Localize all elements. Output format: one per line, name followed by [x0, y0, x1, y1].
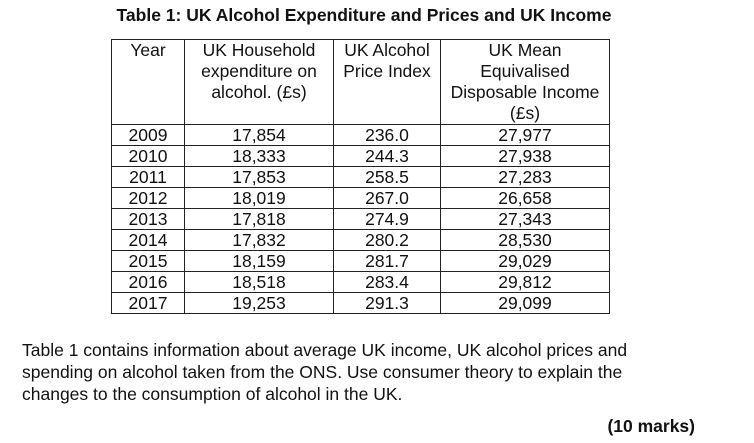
- cell-expenditure: 17,818: [184, 208, 334, 230]
- cell-income: 29,029: [440, 250, 610, 272]
- header-line: Price Index: [343, 61, 431, 81]
- cell-price-index: 283.4: [333, 271, 441, 293]
- marks-label: (10 marks): [607, 416, 695, 436]
- header-line: UK Household: [202, 40, 316, 60]
- cell-year: 2014: [111, 229, 185, 251]
- data-table: Year UK Household expenditure on alcohol…: [111, 39, 610, 314]
- cell-price-index: 258.5: [333, 166, 441, 188]
- question-line: spending on alcohol taken from the ONS. …: [22, 362, 623, 382]
- cell-expenditure: 19,253: [184, 292, 334, 314]
- cell-price-index: 291.3: [333, 292, 441, 314]
- cell-expenditure: 18,333: [184, 145, 334, 167]
- cell-price-index: 236.0: [333, 124, 441, 146]
- table-row: 2017 19,253 291.3 29,099: [111, 292, 610, 314]
- cell-income: 27,283: [440, 166, 610, 188]
- cell-year: 2017: [111, 292, 185, 314]
- cell-expenditure: 18,019: [184, 187, 334, 209]
- header-line: alcohol. (£s): [211, 82, 307, 102]
- cell-income: 28,530: [440, 229, 610, 251]
- header-price-index: UK Alcohol Price Index: [333, 39, 441, 125]
- cell-price-index: 244.3: [333, 145, 441, 167]
- header-disposable-income: UK Mean Equivalised Disposable Income (£…: [440, 39, 610, 125]
- cell-year: 2013: [111, 208, 185, 230]
- table-row: 2011 17,853 258.5 27,283: [111, 166, 610, 188]
- cell-price-index: 274.9: [333, 208, 441, 230]
- table-row: 2009 17,854 236.0 27,977: [111, 124, 610, 146]
- header-household-expenditure: UK Household expenditure on alcohol. (£s…: [184, 39, 334, 125]
- header-line: UK Alcohol: [344, 40, 430, 60]
- cell-price-index: 280.2: [333, 229, 441, 251]
- header-year: Year: [111, 39, 185, 125]
- cell-income: 29,099: [440, 292, 610, 314]
- table-row: 2010 18,333 244.3 27,938: [111, 145, 610, 167]
- table-row: 2016 18,518 283.4 29,812: [111, 271, 610, 293]
- table-row: 2015 18,159 281.7 29,029: [111, 250, 610, 272]
- cell-year: 2009: [111, 124, 185, 146]
- cell-year: 2012: [111, 187, 185, 209]
- header-line: (£s): [509, 103, 541, 123]
- cell-expenditure: 18,518: [184, 271, 334, 293]
- table-row: 2012 18,019 267.0 26,658: [111, 187, 610, 209]
- table-row: 2013 17,818 274.9 27,343: [111, 208, 610, 230]
- cell-expenditure: 17,832: [184, 229, 334, 251]
- question-line: Table 1 contains information about avera…: [22, 340, 628, 360]
- cell-year: 2010: [111, 145, 185, 167]
- table-row: 2014 17,832 280.2 28,530: [111, 229, 610, 251]
- cell-expenditure: 17,853: [184, 166, 334, 188]
- cell-price-index: 281.7: [333, 250, 441, 272]
- header-line: Equivalised: [480, 61, 570, 81]
- header-line: Disposable Income: [450, 82, 600, 102]
- cell-year: 2016: [111, 271, 185, 293]
- cell-income: 27,977: [440, 124, 610, 146]
- cell-income: 27,343: [440, 208, 610, 230]
- cell-income: 29,812: [440, 271, 610, 293]
- header-line: UK Mean: [488, 40, 562, 60]
- cell-expenditure: 17,854: [184, 124, 334, 146]
- header-line: Year: [130, 40, 166, 60]
- cell-price-index: 267.0: [333, 187, 441, 209]
- table-title-text: Table 1: UK Alcohol Expenditure and Pric…: [116, 5, 612, 25]
- table-header-row: Year UK Household expenditure on alcohol…: [111, 39, 610, 125]
- question-paragraph: Table 1 contains information about avera…: [22, 339, 722, 405]
- cell-income: 26,658: [440, 187, 610, 209]
- question-line: changes to the consumption of alcohol in…: [22, 384, 403, 404]
- cell-year: 2015: [111, 250, 185, 272]
- cell-year: 2011: [111, 166, 185, 188]
- header-line: expenditure on: [201, 61, 317, 81]
- table-title: Table 1: UK Alcohol Expenditure and Pric…: [0, 5, 754, 26]
- cell-income: 27,938: [440, 145, 610, 167]
- cell-expenditure: 18,159: [184, 250, 334, 272]
